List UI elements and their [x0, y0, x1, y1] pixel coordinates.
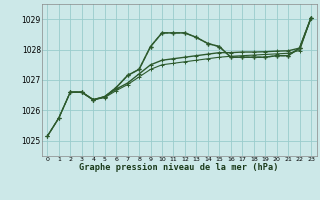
X-axis label: Graphe pression niveau de la mer (hPa): Graphe pression niveau de la mer (hPa) [79, 163, 279, 172]
